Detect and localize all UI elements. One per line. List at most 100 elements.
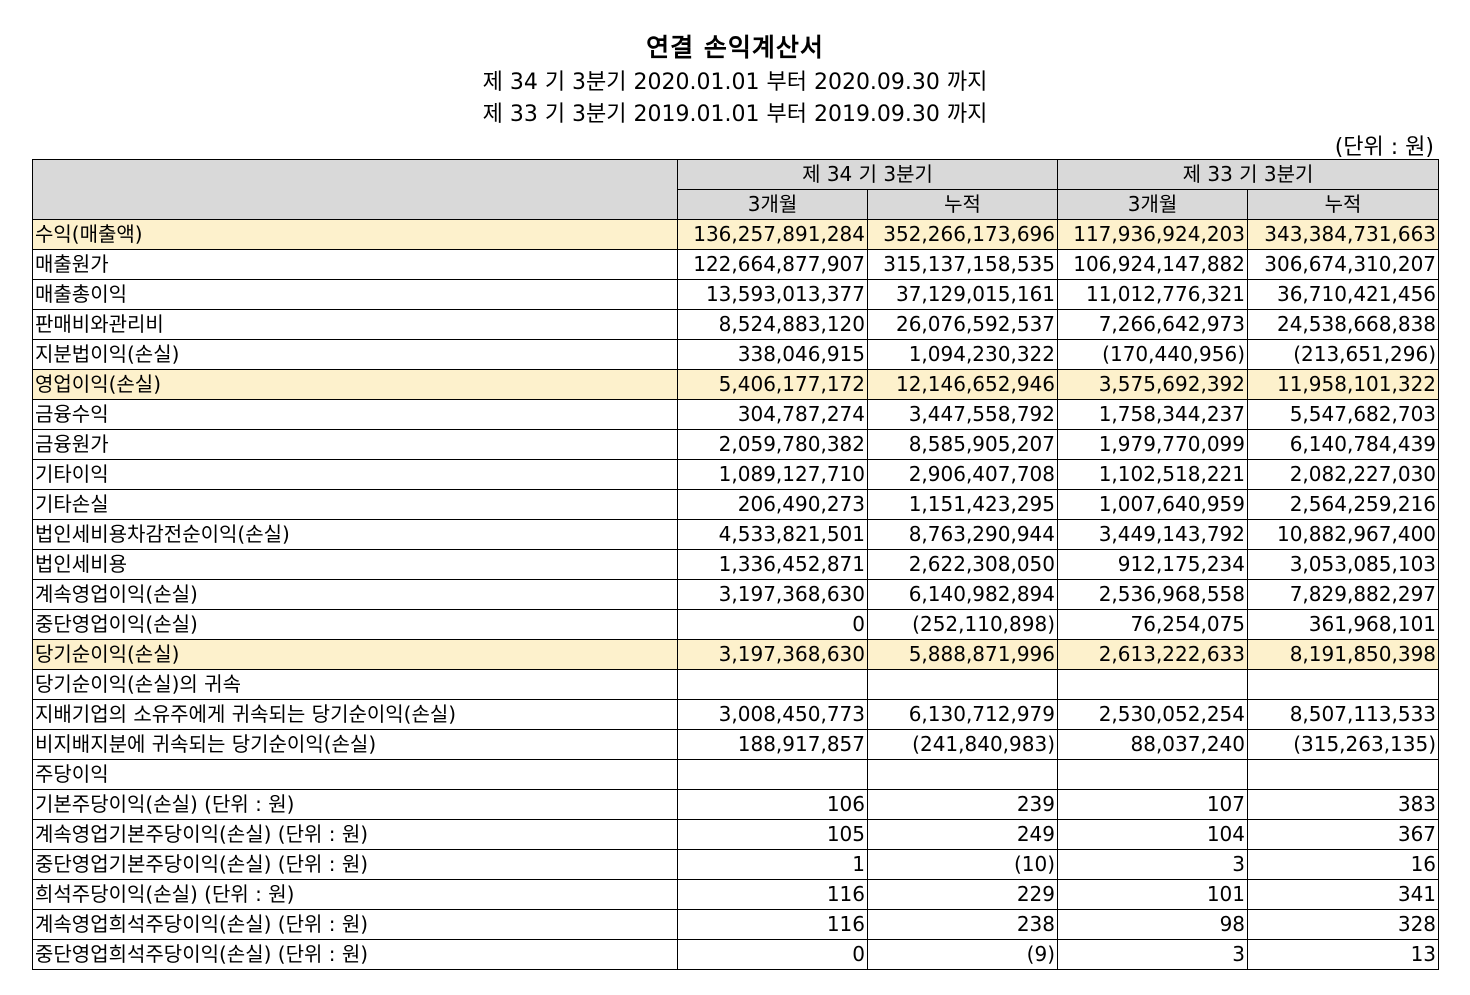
- prior-period-line: 제 33 기 3분기 2019.01.01 부터 2019.09.30 까지: [482, 102, 988, 127]
- row-value: 5,406,177,172: [677, 369, 868, 400]
- row-label: 기타손실: [32, 489, 678, 520]
- table-row: 지분법이익(손실) 338,046,915 1,094,230,322 (170,44…: [32, 339, 1440, 370]
- header-row-subcolumns: 3개월 누적 3개월 누적: [33, 189, 1440, 220]
- row-label: 중단영업희석주당이익(손실) (단위 : 원): [32, 939, 678, 970]
- row-value: 3,008,450,773: [677, 699, 868, 730]
- current-period-line: 제 34 기 3분기 2020.01.01 부터 2020.09.30 까지: [482, 70, 988, 95]
- row-value: [1057, 669, 1249, 700]
- header-account-cell: [32, 159, 678, 220]
- row-value: 249: [866, 819, 1059, 850]
- row-value: 6,130,712,979: [866, 699, 1059, 730]
- row-value: 2,613,222,633: [1057, 639, 1249, 670]
- row-value: [1057, 759, 1249, 790]
- row-value: 5,547,682,703: [1247, 399, 1440, 430]
- row-value: 88,037,240: [1057, 729, 1249, 760]
- row-value: 98: [1057, 909, 1249, 940]
- table-row: 계속영업기본주당이익(손실) (단위 : 원) 105 249 104 367: [32, 819, 1440, 850]
- table-row: 매출원가 122,664,877,907 315,137,158,535 106,92…: [32, 249, 1440, 280]
- row-value: 2,059,780,382: [677, 429, 868, 460]
- row-label: 매출원가: [32, 249, 678, 280]
- row-value: 3,449,143,792: [1057, 519, 1249, 550]
- row-label: 계속영업이익(손실): [32, 579, 678, 610]
- table-row: 금융원가 2,059,780,382 8,585,905,207 1,979,770,…: [32, 429, 1440, 460]
- row-value: 8,507,113,533: [1247, 699, 1440, 730]
- header-row-period: 제 34 기 3분기 제 33 기 3분기: [32, 159, 1440, 220]
- table-row: 주당이익: [32, 759, 1440, 790]
- row-value: 3,575,692,392: [1057, 369, 1249, 400]
- row-value: 122,664,877,907: [677, 249, 868, 280]
- row-value: 116: [677, 909, 868, 940]
- row-label: 계속영업기본주당이익(손실) (단위 : 원): [32, 819, 678, 850]
- table-row: 법인세비용차감전순이익(손실) 4,533,821,501 8,763,290,94…: [32, 519, 1440, 550]
- row-label: 중단영업기본주당이익(손실) (단위 : 원): [32, 849, 678, 880]
- table-row: 판매비와관리비 8,524,883,120 26,076,592,537 7,266,…: [32, 309, 1440, 340]
- row-value: 229: [866, 879, 1059, 910]
- row-value: 2,082,227,030: [1247, 459, 1440, 490]
- row-value: 107: [1057, 789, 1249, 820]
- row-value: (252,110,898): [866, 609, 1059, 640]
- row-value: 3,053,085,103: [1247, 549, 1440, 580]
- header-current-3month: 3개월: [677, 189, 868, 220]
- row-value: (241,840,983): [866, 729, 1059, 760]
- table-row: 당기순이익(손실) 3,197,368,630 5,888,871,996 2,613…: [32, 639, 1440, 670]
- row-value: 11,012,776,321: [1057, 279, 1249, 310]
- table-row: 중단영업이익(손실) 0 (252,110,898) 76,254,075 361,96…: [32, 609, 1440, 640]
- table-row: 매출총이익 13,593,013,377 37,129,015,161 11,012,…: [32, 279, 1440, 310]
- row-value: 8,585,905,207: [866, 429, 1059, 460]
- row-value: 104: [1057, 819, 1249, 850]
- row-value: 0: [677, 939, 868, 970]
- row-value: 117,936,924,203: [1057, 219, 1249, 250]
- table-row: 당기순이익(손실)의 귀속: [32, 669, 1440, 700]
- row-value: 2,906,407,708: [866, 459, 1059, 490]
- row-value: 8,524,883,120: [677, 309, 868, 340]
- header-prior-period: 제 33 기 3분기: [1057, 159, 1440, 190]
- row-value: 3,197,368,630: [677, 579, 868, 610]
- row-value: 238: [866, 909, 1059, 940]
- row-value: 352,266,173,696: [866, 219, 1059, 250]
- header-current-period: 제 34 기 3분기: [676, 159, 1059, 190]
- row-value: (170,440,956): [1057, 339, 1249, 370]
- table-row: 계속영업희석주당이익(손실) (단위 : 원) 116 238 98 328: [32, 909, 1440, 940]
- row-value: 383: [1247, 789, 1440, 820]
- row-value: 0: [677, 609, 868, 640]
- row-label: 판매비와관리비: [32, 309, 678, 340]
- row-value: [1247, 759, 1440, 790]
- row-label: 수익(매출액): [32, 219, 678, 250]
- row-value: 2,536,968,558: [1057, 579, 1249, 610]
- header-prior-cumulative: 누적: [1247, 189, 1440, 220]
- table-row: 중단영업기본주당이익(손실) (단위 : 원) 1 (10) 3 16: [32, 849, 1440, 880]
- row-value: 5,888,871,996: [866, 639, 1059, 670]
- row-value: 13,593,013,377: [677, 279, 868, 310]
- row-value: 367: [1247, 819, 1440, 850]
- table-row: 중단영업희석주당이익(손실) (단위 : 원) 0 (9) 3 13: [32, 939, 1440, 970]
- row-value: 188,917,857: [677, 729, 868, 760]
- row-value: 13: [1247, 939, 1440, 970]
- table-row: 기타손실 206,490,273 1,151,423,295 1,007,640,95…: [32, 489, 1440, 520]
- row-value: 304,787,274: [677, 399, 868, 430]
- row-label: 기타이익: [32, 459, 678, 490]
- row-value: 1,089,127,710: [677, 459, 868, 490]
- row-value: 315,137,158,535: [866, 249, 1059, 280]
- table-row: 희석주당이익(손실) (단위 : 원) 116 229 101 341: [32, 879, 1440, 910]
- table-row: 기타이익 1,089,127,710 2,906,407,708 1,102,518,…: [32, 459, 1440, 490]
- row-value: 1,007,640,959: [1057, 489, 1249, 520]
- table-row: 수익(매출액) 136,257,891,284 352,266,173,696 117…: [32, 219, 1440, 250]
- row-value: 116: [677, 879, 868, 910]
- row-label: 주당이익: [32, 759, 678, 790]
- row-value: 341: [1247, 879, 1440, 910]
- row-label: 지배기업의 소유주에게 귀속되는 당기순이익(손실): [32, 699, 678, 730]
- row-value: 8,763,290,944: [866, 519, 1059, 550]
- row-label: 법인세비용차감전순이익(손실): [32, 519, 678, 550]
- row-value: 239: [866, 789, 1059, 820]
- table-row: 금융수익 304,787,274 3,447,558,792 1,758,344,23…: [32, 399, 1440, 430]
- row-value: 7,266,642,973: [1057, 309, 1249, 340]
- row-value: 1,979,770,099: [1057, 429, 1249, 460]
- row-value: 26,076,592,537: [866, 309, 1059, 340]
- header-current-cumulative: 누적: [866, 189, 1059, 220]
- table-row: 영업이익(손실) 5,406,177,172 12,146,652,946 3,575…: [32, 369, 1440, 400]
- row-value: [1247, 669, 1440, 700]
- row-label: 비지배지분에 귀속되는 당기순이익(손실): [32, 729, 678, 760]
- row-value: (315,263,135): [1247, 729, 1440, 760]
- income-statement-table: 제 34 기 3분기 제 33 기 3분기 3개월 누적 3개월 누적 수익(매…: [32, 159, 1440, 970]
- header-prior-3month: 3개월: [1057, 189, 1249, 220]
